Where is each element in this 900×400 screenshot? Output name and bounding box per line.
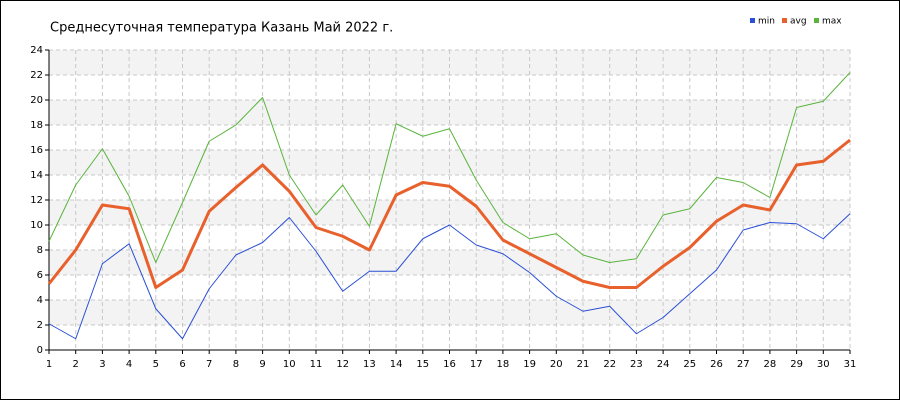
x-tick-label: 17 [470, 359, 483, 370]
x-tick-label: 9 [259, 359, 265, 370]
y-tick-label: 4 [37, 295, 43, 306]
chart-title: Среднесуточная температура Казань Май 20… [50, 21, 393, 36]
x-tick-label: 5 [153, 359, 159, 370]
band [49, 50, 850, 75]
y-tick-label: 2 [37, 320, 43, 331]
x-tick-label: 24 [657, 359, 670, 370]
y-tick-label: 12 [30, 195, 43, 206]
x-tick-label: 19 [523, 359, 536, 370]
legend-swatch [814, 18, 819, 23]
y-tick-label: 6 [37, 270, 43, 281]
x-tick-label: 25 [683, 359, 696, 370]
x-tick-label: 23 [630, 359, 643, 370]
y-tick-label: 16 [30, 145, 43, 156]
x-tick-label: 20 [550, 359, 563, 370]
x-tick-label: 31 [844, 359, 857, 370]
legend-swatch [750, 18, 755, 23]
x-tick-label: 2 [73, 359, 79, 370]
x-tick-label: 11 [310, 359, 323, 370]
legend-label: avg [790, 17, 807, 27]
x-tick-label: 26 [710, 359, 723, 370]
series-line [48, 213, 851, 340]
x-tick-label: 3 [99, 359, 105, 370]
x-tick-label: 14 [390, 359, 403, 370]
y-tick-label: 10 [30, 220, 43, 231]
y-tick-label: 20 [30, 95, 43, 106]
y-tick-label: 14 [30, 170, 43, 181]
x-tick-label: 7 [206, 359, 212, 370]
y-tick-label: 0 [37, 345, 43, 356]
y-tick-label: 18 [30, 120, 43, 131]
legend-swatch [782, 18, 787, 23]
x-tick-label: 30 [817, 359, 830, 370]
x-tick-label: 29 [790, 359, 803, 370]
y-tick-label: 8 [37, 245, 43, 256]
x-tick-label: 4 [126, 359, 132, 370]
x-tick-label: 15 [416, 359, 429, 370]
x-tick-label: 1 [46, 359, 52, 370]
x-tick-label: 21 [577, 359, 590, 370]
x-tick-label: 10 [283, 359, 296, 370]
x-tick-label: 12 [336, 359, 349, 370]
x-tick-label: 18 [497, 359, 510, 370]
series-line [47, 138, 851, 289]
legend-label: min [758, 17, 775, 27]
x-tick-label: 8 [233, 359, 239, 370]
y-tick-label: 22 [30, 70, 43, 81]
x-tick-label: 16 [443, 359, 456, 370]
x-tick-label: 22 [603, 359, 616, 370]
x-tick-label: 27 [737, 359, 750, 370]
legend-label: max [822, 17, 842, 27]
x-tick-label: 13 [363, 359, 376, 370]
series-line [48, 72, 851, 263]
x-tick-label: 28 [764, 359, 777, 370]
x-tick-label: 6 [179, 359, 185, 370]
y-tick-label: 24 [30, 45, 43, 56]
